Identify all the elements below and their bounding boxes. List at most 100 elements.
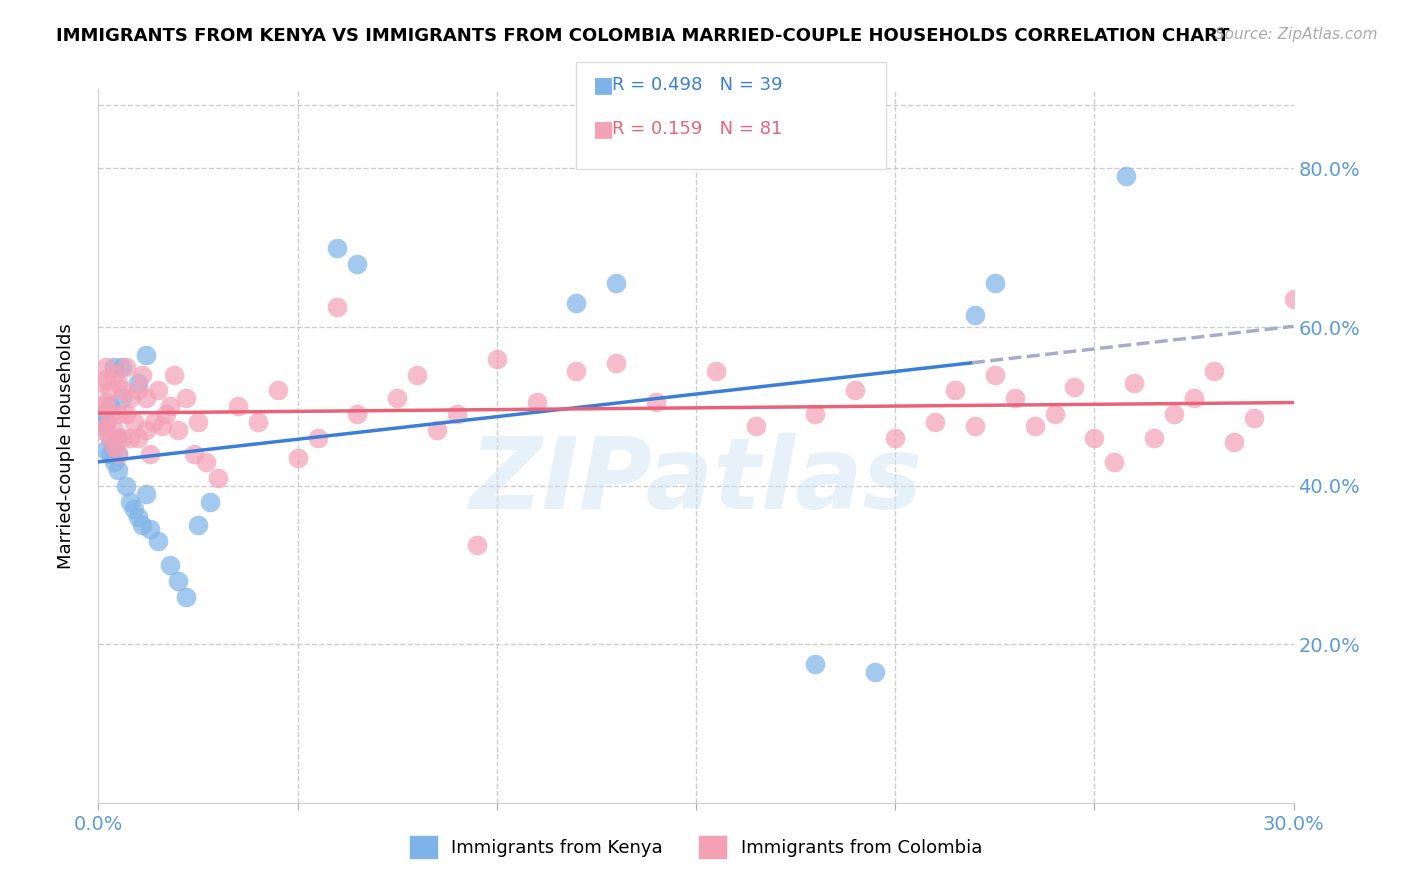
Point [120, 431, 142, 445]
Point [645, 395, 668, 409]
Point [124, 415, 146, 429]
Point [984, 368, 1007, 382]
Point [174, 392, 197, 406]
Point [150, 419, 173, 434]
Point [159, 558, 181, 572]
Point [198, 494, 221, 508]
Point [139, 522, 162, 536]
Point [91, 400, 114, 414]
Point [565, 296, 588, 310]
Point [465, 538, 488, 552]
Point [246, 415, 269, 429]
Point [1182, 392, 1205, 406]
Point [704, 364, 727, 378]
Point [884, 431, 907, 445]
Point [804, 407, 827, 421]
Point [103, 455, 125, 469]
Point [98, 407, 122, 421]
Point [111, 359, 134, 374]
Point [98, 400, 122, 414]
Point [865, 665, 887, 679]
Point [111, 392, 134, 406]
Point [195, 455, 218, 469]
Point [91, 376, 114, 390]
Point [103, 439, 125, 453]
Point [326, 300, 349, 314]
Point [163, 368, 186, 382]
Point [91, 419, 114, 434]
Point [96, 419, 118, 434]
Point [1043, 407, 1066, 421]
Point [115, 478, 138, 492]
Point [127, 510, 149, 524]
Point [107, 447, 129, 461]
Point [1115, 169, 1137, 184]
Point [103, 423, 125, 437]
Point [1123, 376, 1146, 390]
Point [98, 431, 122, 445]
Point [446, 407, 468, 421]
Point [143, 415, 166, 429]
Point [98, 431, 122, 445]
Point [287, 450, 309, 465]
Point [139, 447, 162, 461]
Point [267, 384, 290, 398]
Text: R = 0.159   N = 81: R = 0.159 N = 81 [612, 120, 782, 138]
Point [844, 384, 866, 398]
Point [107, 447, 129, 461]
Point [565, 364, 588, 378]
Point [1282, 293, 1305, 307]
Text: IMMIGRANTS FROM KENYA VS IMMIGRANTS FROM COLOMBIA MARRIED-COUPLE HOUSEHOLDS CORR: IMMIGRANTS FROM KENYA VS IMMIGRANTS FROM… [56, 27, 1230, 45]
Point [96, 359, 118, 374]
Point [135, 392, 157, 406]
Point [1063, 379, 1085, 393]
Point [103, 359, 125, 374]
Point [155, 407, 177, 421]
Legend: Immigrants from Kenya, Immigrants from Colombia: Immigrants from Kenya, Immigrants from C… [402, 829, 990, 865]
Point [1083, 431, 1105, 445]
Point [1223, 435, 1246, 450]
Point [745, 419, 768, 434]
Point [406, 368, 429, 382]
Point [207, 471, 229, 485]
Point [98, 384, 122, 398]
Point [159, 400, 181, 414]
Point [107, 376, 129, 390]
Point [127, 376, 149, 390]
Point [135, 348, 157, 362]
Point [167, 574, 190, 588]
Text: R = 0.498   N = 39: R = 0.498 N = 39 [612, 76, 782, 94]
Text: ■: ■ [593, 120, 614, 139]
Point [167, 423, 190, 437]
Point [1163, 407, 1185, 421]
Point [326, 241, 349, 255]
Point [120, 392, 142, 406]
Point [131, 518, 153, 533]
Text: Source: ZipAtlas.com: Source: ZipAtlas.com [1215, 27, 1378, 42]
Text: ZIPatlas: ZIPatlas [470, 434, 922, 530]
Point [1143, 431, 1166, 445]
Point [127, 384, 149, 398]
Text: ■: ■ [593, 75, 614, 95]
Point [91, 423, 114, 437]
Point [526, 395, 548, 409]
Point [187, 415, 209, 429]
Point [98, 447, 122, 461]
Point [96, 371, 118, 385]
Point [307, 431, 329, 445]
Point [605, 277, 627, 291]
Point [1024, 419, 1046, 434]
Point [963, 419, 986, 434]
Point [943, 384, 966, 398]
Point [135, 423, 157, 437]
Point [804, 657, 827, 671]
Point [107, 431, 129, 445]
Point [1104, 455, 1126, 469]
Point [131, 368, 153, 382]
Point [187, 518, 209, 533]
Point [226, 400, 249, 414]
Point [111, 384, 134, 398]
Point [963, 308, 986, 322]
Point [174, 590, 197, 604]
Point [426, 423, 449, 437]
